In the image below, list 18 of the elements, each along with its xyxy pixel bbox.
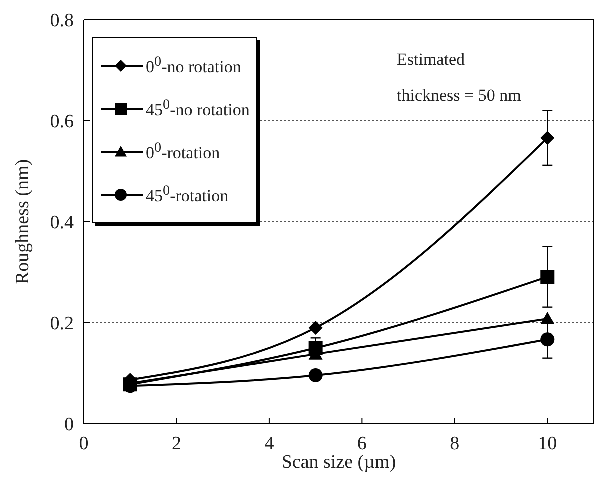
y-tick-label: 0.4	[50, 212, 74, 234]
legend-label: 0$^{0}$-no rotation	[146, 54, 242, 78]
x-tick-label: 8	[450, 433, 460, 454]
legend-label: 0$^{0}$-rotation	[146, 140, 220, 164]
annotation: Estimated thickness = 50 nm	[397, 42, 522, 114]
legend-label: 45$^{0}$-rotation	[146, 182, 229, 206]
x-tick-label: 6	[357, 433, 367, 454]
x-tick-label: 0	[79, 433, 89, 454]
y-tick-label: 0.8	[50, 10, 74, 32]
x-tick-label: 4	[264, 433, 275, 454]
x-tick-label: 2	[172, 433, 182, 454]
x-tick-label: 10	[538, 433, 558, 454]
x-axis-title: Scan size (µm)	[282, 452, 396, 473]
y-axis-title: Roughness (nm)	[12, 159, 34, 285]
y-tick-label: 0	[64, 414, 74, 436]
legend-label: 45$^{0}$-no rotation	[146, 96, 250, 120]
y-tick-label: 0.6	[50, 112, 74, 133]
y-tick-label: 0.2	[50, 314, 74, 335]
